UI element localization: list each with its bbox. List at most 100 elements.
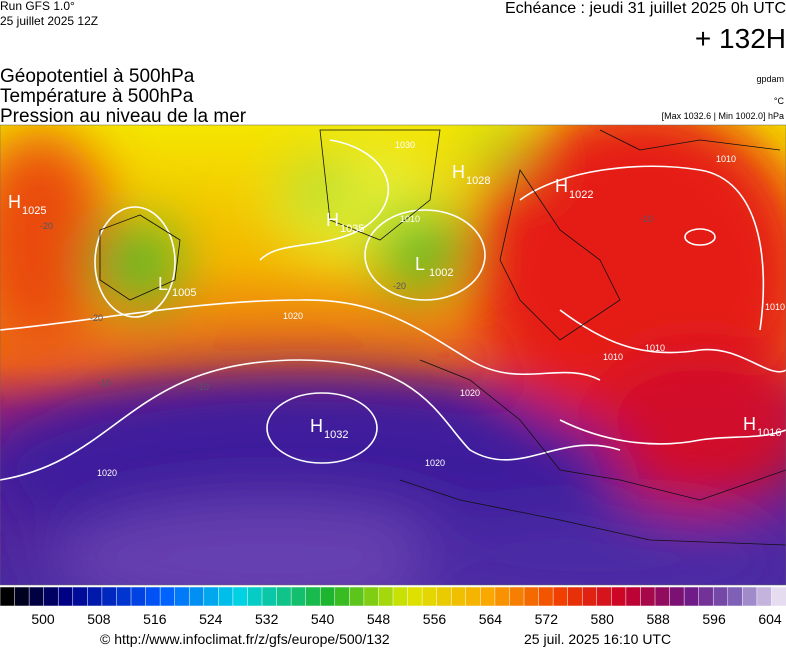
center-pressure: 1005: [172, 287, 196, 299]
center-pressure: 1025: [22, 205, 46, 217]
colorbar-swatch: [494, 586, 511, 607]
center-pressure: 1002: [429, 267, 453, 279]
colorbar-tick-label: 572: [535, 611, 559, 627]
colorbar-swatch: [290, 586, 307, 607]
center-pressure: 1035: [340, 223, 364, 235]
colorbar-tick-label: 580: [591, 611, 615, 627]
colorbar-tick-label: 604: [758, 611, 782, 627]
center-kind: L: [415, 254, 425, 274]
colorbar-swatch: [567, 586, 583, 607]
colorbar-swatch: [159, 586, 176, 607]
colorbar-swatch: [581, 586, 598, 607]
temperature-label: -20: [393, 281, 406, 291]
colorbar-swatch: [742, 586, 758, 607]
colorbar-swatch: [669, 586, 685, 607]
colorbar-swatch: [654, 586, 671, 607]
center-kind: H: [310, 416, 323, 436]
center-pressure: 1032: [324, 429, 348, 441]
isobar-label: 1020: [283, 311, 303, 321]
colorbar-tick-label: 588: [646, 611, 670, 627]
colorbar-swatch: [87, 586, 103, 607]
temperature-label: -20: [90, 313, 103, 323]
colorbar-swatch: [319, 586, 336, 607]
colorbar-swatch: [276, 586, 292, 607]
center-pressure: 1016: [757, 427, 781, 439]
isobar-label: 1010: [765, 302, 785, 312]
isobars: [0, 139, 786, 481]
colorbar-tick-label: 508: [87, 611, 111, 627]
colorbar-swatch: [363, 586, 380, 607]
colorbar-tick-label: 540: [311, 611, 335, 627]
isobar-label: 1020: [97, 468, 117, 478]
colorbar-swatch: [174, 586, 190, 607]
temperature-label: -10: [98, 378, 111, 388]
colorbar-swatch: [727, 586, 744, 607]
colorbar-swatch: [392, 586, 409, 607]
colorbar-swatch: [436, 586, 452, 607]
colorbar-swatch: [465, 586, 482, 607]
isobar-label: 1010: [400, 214, 420, 224]
colorbar-swatch: [261, 586, 278, 607]
colorbar-swatch: [756, 586, 773, 607]
coastlines: [99, 129, 786, 546]
center-pressure: 1022: [569, 189, 593, 201]
title-line: Géopotentiel à 500hPa: [0, 66, 195, 87]
center-kind: L: [158, 274, 168, 294]
colorbar-swatch: [683, 586, 700, 607]
source-url: © http://www.infoclimat.fr/z/gfs/europe/…: [100, 631, 390, 647]
colorbar-swatch: [450, 586, 467, 607]
pressure-range: [Max 1032.6 | Min 1002.0] hPa: [662, 111, 784, 121]
colorbar-swatch: [349, 586, 365, 607]
colorbar-tick-label: 596: [702, 611, 726, 627]
unit-label: gpdam: [756, 74, 784, 84]
isobar-label: 1010: [603, 352, 623, 362]
colorbar-swatch: [698, 586, 714, 607]
colorbar-swatch: [14, 586, 30, 607]
colorbar-swatch: [712, 586, 729, 607]
colorbar-swatch: [130, 586, 147, 607]
isobar-label: 1020: [460, 388, 480, 398]
colorbar-swatch: [188, 586, 205, 607]
map-frame: [0, 124, 786, 586]
colorbar-swatch: [640, 586, 656, 607]
colorbar-swatch: [203, 586, 220, 607]
temperature-label: -10: [640, 214, 653, 224]
colorbar-tick-label: 516: [143, 611, 167, 627]
center-kind: H: [743, 414, 756, 434]
colorbar-swatch: [421, 586, 438, 607]
colorbar-swatch: [218, 586, 234, 607]
temperature-label: -10: [196, 382, 209, 392]
colorbar-swatch: [28, 586, 45, 607]
center-pressure: 1028: [466, 175, 490, 187]
colorbar-tick-label: 564: [479, 611, 503, 627]
colorbar-tick-label: 556: [423, 611, 447, 627]
center-kind: H: [555, 176, 568, 196]
colorbar-swatch: [523, 586, 540, 607]
temperature-label: -20: [40, 221, 53, 231]
isobar-label: 1020: [425, 458, 445, 468]
center-kind: H: [452, 162, 465, 182]
colorbar-tick-label: 524: [199, 611, 223, 627]
colorbar-tick-label: 548: [367, 611, 391, 627]
colorbar-swatch: [538, 586, 554, 607]
colorbar-swatch: [611, 586, 627, 607]
map-field: [0, 125, 786, 585]
run-date: 25 juillet 2025 12Z: [0, 14, 98, 28]
colorbar-tick-label: 532: [255, 611, 279, 627]
colorbar-swatch: [0, 586, 16, 607]
colorbar-swatch: [334, 586, 351, 607]
colorbar-swatch: [232, 586, 249, 607]
isobar-label: 1030: [395, 140, 415, 150]
colorbar-swatch: [480, 586, 496, 607]
isobar-label: 1010: [716, 154, 736, 164]
colorbar-swatch: [145, 586, 161, 607]
colorbar-swatch: [305, 586, 321, 607]
colorbar-swatch: [552, 586, 569, 607]
colorbar-swatch: [596, 586, 613, 607]
colorbar-swatch: [72, 586, 89, 607]
colorbar-swatch: [407, 586, 423, 607]
colorbar-swatch: [625, 586, 642, 607]
colorbar-swatch: [378, 586, 394, 607]
colorbar-swatch: [57, 586, 74, 607]
